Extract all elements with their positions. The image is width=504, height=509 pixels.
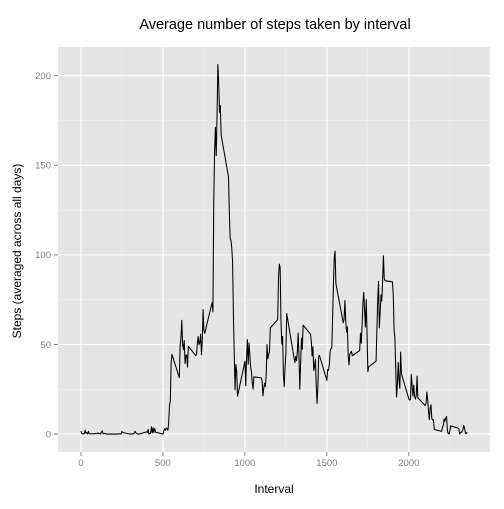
axes: 0 500 1000 1500 2000 0 50 100 150 200 <box>35 71 419 469</box>
plot-panel-background <box>58 47 490 452</box>
x-tick-label: 2000 <box>398 458 419 469</box>
y-tick-label: 50 <box>40 340 51 351</box>
x-tick-label: 0 <box>78 458 83 469</box>
x-tick-label: 500 <box>155 458 171 469</box>
plot-panel <box>58 47 490 452</box>
y-axis-label: Steps (averaged across all days) <box>10 164 24 339</box>
x-axis-label: Interval <box>254 482 293 496</box>
y-tick-label: 150 <box>35 161 51 172</box>
y-tick-label: 100 <box>35 250 51 261</box>
x-tick-label: 1500 <box>316 458 337 469</box>
chart-title: Average number of steps taken by interva… <box>139 17 410 33</box>
grid-lines <box>58 47 490 452</box>
series-line <box>80 64 468 435</box>
y-tick-label: 200 <box>35 71 51 82</box>
data-layer <box>80 64 468 435</box>
x-tick-label: 1000 <box>234 458 255 469</box>
y-tick-label: 0 <box>46 429 51 440</box>
